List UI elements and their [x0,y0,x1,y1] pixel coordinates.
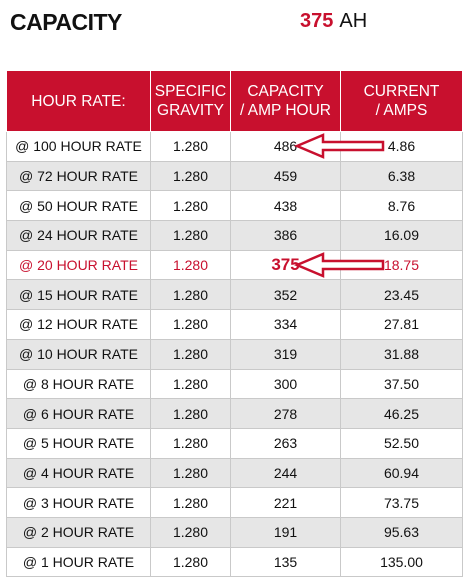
gravity-cell: 1.280 [150,457,231,489]
current-cell: 37.50 [340,368,463,400]
hour-rate-cell: @ 2 HOUR RATE [6,516,151,548]
arrow-left-icon [293,133,384,160]
gravity-cell: 1.280 [150,249,231,281]
capacity-cell: 438 [230,190,341,222]
current-cell: 52.50 [340,427,463,459]
col-header-line: / AMPS [375,102,428,119]
capacity-table: HOUR RATE: SPECIFIC GRAVITY CAPACITY / A… [6,70,463,577]
col-header-line: / AMP HOUR [239,102,331,119]
current-cell: 60.94 [340,457,463,489]
gravity-cell: 1.280 [150,427,231,459]
gravity-cell: 1.280 [150,516,231,548]
capacity-cell: 300 [230,368,341,400]
col-header-line: GRAVITY [157,102,224,119]
capacity-unit: AH [339,10,368,32]
hour-rate-cell: @ 8 HOUR RATE [6,368,151,400]
gravity-cell: 1.280 [150,309,231,340]
table-row: @ 15 HOUR RATE 1.280 352 23.45 [6,279,463,311]
table-row: @ 1 HOUR RATE 1.280 135 135.00 [6,546,463,577]
col-header-line: CAPACITY [247,83,324,100]
hour-rate-cell: @ 4 HOUR RATE [6,457,151,489]
capacity-cell: 352 [230,279,341,311]
table-row: @ 12 HOUR RATE 1.280 334 27.81 [6,309,463,340]
hour-rate-cell: @ 1 HOUR RATE [6,546,151,577]
capacity-cell: 386 [230,220,341,251]
col-header-line: CURRENT [363,83,440,100]
arrow-shape [293,252,384,278]
capacity-cell: 263 [230,427,341,459]
table-row: @ 8 HOUR RATE 1.280 300 37.50 [6,368,463,400]
current-cell: 73.75 [340,487,463,518]
capacity-cell: 459 [230,160,341,192]
gravity-cell: 1.280 [150,190,231,222]
capacity-value: 375 [300,10,334,32]
hour-rate-cell: @ 50 HOUR RATE [6,190,151,222]
current-cell: 95.63 [340,516,463,548]
gravity-cell: 1.280 [150,398,231,429]
gravity-cell: 1.280 [150,160,231,192]
table-body: @ 100 HOUR RATE 1.280 486 4.86 @ 72 HOUR RAT… [6,131,463,577]
current-cell: 27.81 [340,309,463,340]
hour-rate-cell: @ 15 HOUR RATE [6,279,151,311]
capacity-cell: 319 [230,338,341,370]
current-cell: 18.75 [340,249,463,281]
current-cell: 46.25 [340,398,463,429]
col-header-hour-rate: HOUR RATE: [6,70,151,132]
page-title: CAPACITY [10,9,122,35]
capacity-summary: 375 AH [300,10,367,33]
capacity-cell: 244 [230,457,341,489]
col-header-capacity: CAPACITY / AMP HOUR [230,70,341,132]
gravity-cell: 1.280 [150,338,231,370]
table-row: @ 50 HOUR RATE 1.280 438 8.76 [6,190,463,222]
gravity-cell: 1.280 [150,368,231,400]
gravity-cell: 1.280 [150,220,231,251]
table-row: @ 10 HOUR RATE 1.280 319 31.88 [6,338,463,370]
capacity-cell: 278 [230,398,341,429]
table-row: @ 3 HOUR RATE 1.280 221 73.75 [6,487,463,518]
gravity-cell: 1.280 [150,279,231,311]
table-row: @ 100 HOUR RATE 1.280 486 4.86 [6,131,463,162]
table-row: @ 4 HOUR RATE 1.280 244 60.94 [6,457,463,489]
current-cell: 6.38 [340,160,463,192]
hour-rate-cell: @ 12 HOUR RATE [6,309,151,340]
hour-rate-cell: @ 20 HOUR RATE [6,249,151,281]
gravity-cell: 1.280 [150,546,231,577]
hour-rate-cell: @ 10 HOUR RATE [6,338,151,370]
hour-rate-cell: @ 3 HOUR RATE [6,487,151,518]
table-row: @ 24 HOUR RATE 1.280 386 16.09 [6,220,463,251]
hour-rate-cell: @ 5 HOUR RATE [6,427,151,459]
current-cell: 135.00 [340,546,463,577]
arrow-shape [293,133,384,160]
hour-rate-cell: @ 6 HOUR RATE [6,398,151,429]
gravity-cell: 1.280 [150,487,231,518]
table-row: @ 5 HOUR RATE 1.280 263 52.50 [6,427,463,459]
current-cell: 31.88 [340,338,463,370]
table-row: @ 72 HOUR RATE 1.280 459 6.38 [6,160,463,192]
col-header-current: CURRENT / AMPS [340,70,463,132]
hour-rate-cell: @ 100 HOUR RATE [6,131,151,162]
capacity-cell: 221 [230,487,341,518]
table-header-row: HOUR RATE: SPECIFIC GRAVITY CAPACITY / A… [6,70,463,132]
hour-rate-cell: @ 72 HOUR RATE [6,160,151,192]
arrow-left-icon [293,252,384,278]
current-cell: 8.76 [340,190,463,222]
gravity-cell: 1.280 [150,131,231,162]
col-header-specific-gravity: SPECIFIC GRAVITY [150,70,231,132]
capacity-cell: 334 [230,309,341,340]
hour-rate-cell: @ 24 HOUR RATE [6,220,151,251]
table-row: @ 2 HOUR RATE 1.280 191 95.63 [6,516,463,548]
col-header-line: HOUR RATE: [31,92,126,110]
table-row: @ 20 HOUR RATE 1.280 375 18.75 [6,249,463,281]
capacity-cell: 191 [230,516,341,548]
current-cell: 16.09 [340,220,463,251]
col-header-line: SPECIFIC [154,83,227,100]
capacity-cell: 135 [230,546,341,577]
table-row: @ 6 HOUR RATE 1.280 278 46.25 [6,398,463,429]
current-cell: 23.45 [340,279,463,311]
